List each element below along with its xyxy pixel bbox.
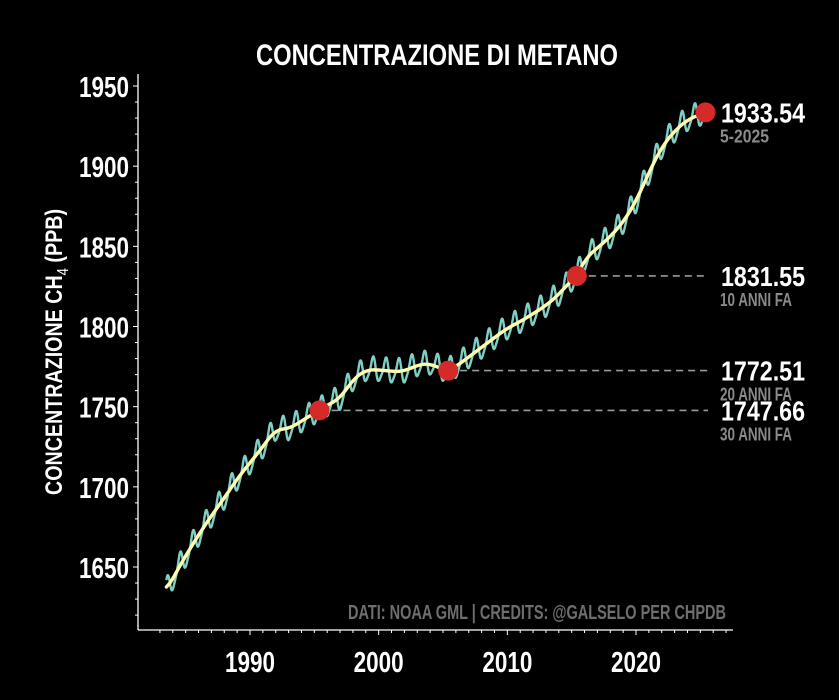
- axes: 1650 1700 1750 1800 1850 1900 1950 1990 2000 2010…: [79, 72, 733, 679]
- highlight-marker: [695, 102, 716, 123]
- highlight-markers: [309, 102, 716, 421]
- monthly-series-line: [165, 102, 707, 592]
- series: [164, 102, 707, 592]
- svg-text:CONCENTRAZIONE CH4 (PPB): CONCENTRAZIONE CH4 (PPB): [41, 209, 72, 495]
- y-axis-label-subscript: 4: [55, 268, 72, 275]
- highlight-marker: [438, 360, 459, 381]
- y-tick-label: 1750: [79, 393, 129, 425]
- credits-annotation: DATI: NOAA GML | CREDITS: @GALSELO PER C…: [348, 602, 726, 624]
- highlight-value-label: 1933.54: [721, 97, 805, 128]
- reference-lines: [319, 275, 708, 412]
- x-tick-label: 2010: [482, 647, 532, 679]
- trend-series-line: [164, 111, 707, 589]
- y-axis-label-tail: (PPB): [41, 209, 68, 268]
- y-axis-label: CONCENTRAZIONE CH4 (PPB): [41, 209, 72, 495]
- x-tick-label: 2020: [611, 647, 661, 679]
- highlight-value-label: 1772.51: [721, 356, 805, 387]
- highlight-marker: [309, 400, 330, 421]
- y-tick-label: 1800: [79, 313, 129, 345]
- y-tick-label: 1650: [79, 553, 129, 585]
- highlight-sub-label: 20 ANNI FA: [720, 385, 792, 405]
- highlight-value-label: 1747.66: [721, 395, 805, 426]
- y-tick-label: 1950: [79, 72, 129, 104]
- x-tick-label: 1990: [225, 647, 275, 679]
- highlight-sub-label: 10 ANNI FA: [720, 290, 792, 310]
- chart-title: CONCENTRAZIONE DI METANO: [256, 39, 618, 72]
- x-tick-label: 2000: [354, 647, 404, 679]
- highlight-sub-label: 5-2025: [720, 126, 769, 146]
- highlight-sub-label: 30 ANNI FA: [720, 424, 792, 444]
- highlight-value-label: 1831.55: [721, 261, 805, 292]
- highlight-marker: [566, 265, 587, 286]
- y-tick-label: 1900: [79, 152, 129, 184]
- y-tick-label: 1700: [79, 473, 129, 505]
- y-tick-label: 1850: [79, 232, 129, 264]
- y-axis-label-main: CONCENTRAZIONE CH: [41, 275, 68, 495]
